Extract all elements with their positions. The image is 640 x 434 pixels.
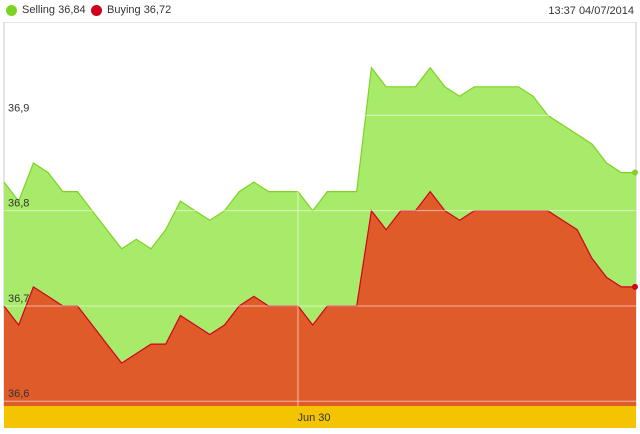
chart-legend: Selling 36,84 Buying 36,72 13:37 04/07/2…	[0, 0, 640, 22]
price-area-chart: 36,9 36,8 36,7 36,6 Jun 30	[3, 22, 638, 428]
series-area-1	[4, 191, 636, 406]
timestamp: 13:37 04/07/2014	[548, 5, 634, 17]
x-axis-date-band	[4, 406, 636, 428]
legend-label-selling: Selling 36,84	[22, 4, 86, 16]
series-end-marker-1	[632, 283, 638, 290]
y-tick-label: 36,9	[8, 102, 29, 114]
series-end-marker-0	[632, 169, 638, 176]
legend-label-buying: Buying 36,72	[107, 4, 172, 16]
selling-series-dot-icon	[6, 4, 17, 16]
y-tick-label: 36,7	[8, 293, 29, 305]
buying-series-dot-icon	[91, 4, 102, 16]
x-axis-date-label: Jun 30	[297, 412, 330, 424]
y-tick-label: 36,8	[8, 198, 29, 210]
legend-item-selling[interactable]: Selling 36,84	[6, 4, 86, 16]
y-tick-label: 36,6	[8, 388, 29, 400]
legend-item-buying[interactable]: Buying 36,72	[91, 4, 171, 16]
series-line-0	[3, 66, 636, 250]
